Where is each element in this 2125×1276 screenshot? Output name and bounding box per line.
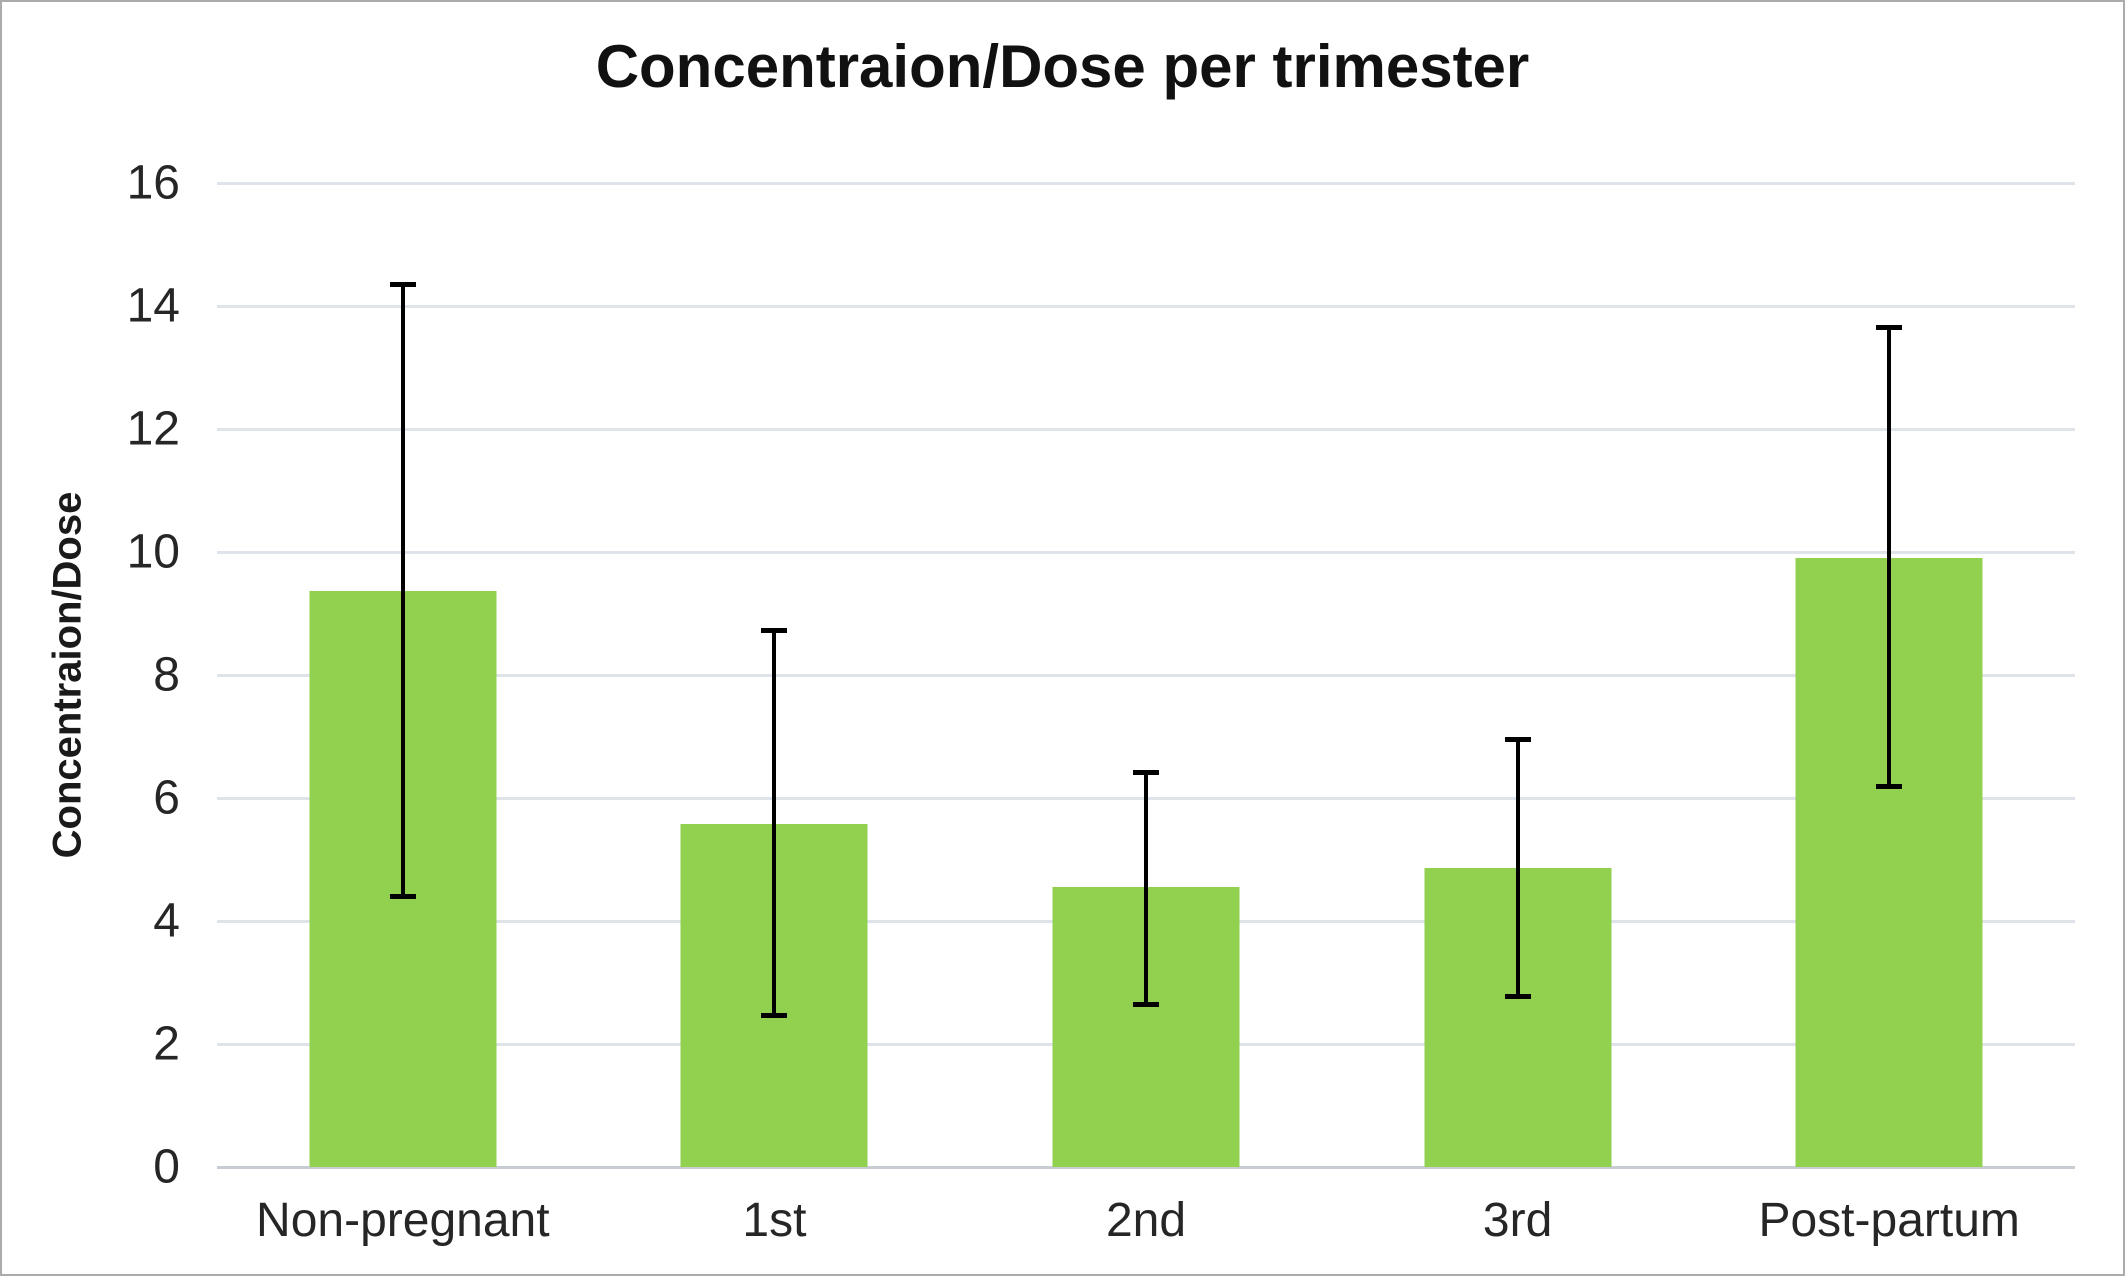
- y-tick-label: 2: [153, 1017, 180, 1071]
- chart-title: Concentraion/Dose per trimester: [595, 33, 1530, 100]
- error-bar-cap-bottom: [1504, 994, 1531, 1000]
- y-axis-tick-labels: 0 2 4 6 8 10 12 14 16: [2, 157, 180, 1194]
- x-tick-label: Post-partum: [1758, 1193, 2020, 1247]
- error-bar-cap-top: [1132, 769, 1159, 775]
- error-bar-line: [1887, 327, 1892, 787]
- y-tick-label: 12: [126, 402, 180, 456]
- category-slot: [589, 183, 961, 1167]
- x-axis-line: [217, 1165, 2075, 1169]
- y-tick-label: 16: [126, 156, 180, 210]
- error-bar-cap-top: [1504, 737, 1531, 743]
- y-tick-label: 14: [126, 279, 180, 333]
- gridline: [217, 181, 2075, 185]
- error-bar-cap-top: [761, 628, 788, 634]
- gridline: [217, 427, 2075, 431]
- gridline: [217, 304, 2075, 308]
- y-tick-label: 0: [153, 1140, 180, 1194]
- error-bar-line: [1515, 739, 1520, 997]
- x-tick-label: 3rd: [1482, 1193, 1553, 1247]
- x-tick-label: 1st: [742, 1193, 807, 1247]
- gridline: [217, 673, 2075, 677]
- category-slot: [960, 183, 1332, 1167]
- x-axis-tick-labels: Non-pregnant 1st 2nd 3rd Post-partum: [217, 1185, 2075, 1255]
- error-bar-cap-bottom: [389, 893, 416, 899]
- y-tick-label: 8: [153, 648, 180, 702]
- error-bar-cap-top: [1876, 325, 1903, 331]
- category-slot: [1332, 183, 1704, 1167]
- category-slot: [1703, 183, 2075, 1167]
- error-bar-cap-bottom: [761, 1012, 788, 1018]
- error-bar-cap-bottom: [1132, 1001, 1159, 1007]
- error-bar-line: [1143, 772, 1148, 1004]
- error-bar-line: [400, 284, 405, 897]
- category-slot: [217, 183, 589, 1167]
- y-tick-label: 4: [153, 894, 180, 948]
- error-bar-cap-bottom: [1876, 784, 1903, 790]
- error-bar-line: [772, 630, 777, 1016]
- plot-area: [217, 181, 2075, 1169]
- gridline: [217, 550, 2075, 554]
- y-tick-label: 10: [126, 525, 180, 579]
- x-tick-label: Non-pregnant: [256, 1193, 550, 1247]
- y-tick-label: 6: [153, 771, 180, 825]
- error-bar-cap-top: [389, 281, 416, 287]
- x-tick-label: 2nd: [1105, 1193, 1187, 1247]
